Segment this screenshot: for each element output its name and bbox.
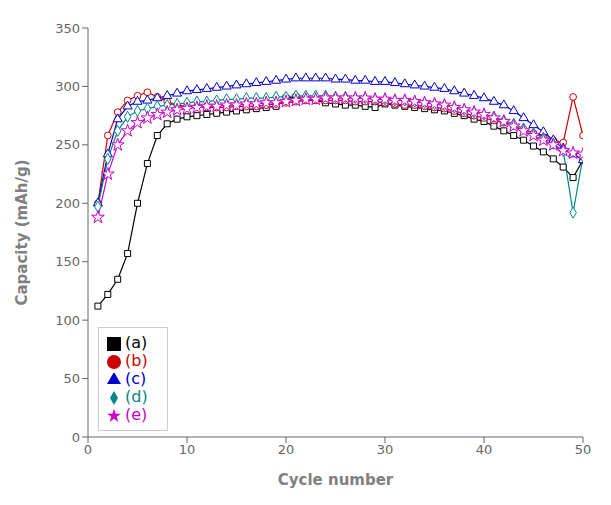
svg-text:0: 0 (72, 430, 80, 445)
svg-text:300: 300 (55, 79, 80, 94)
svg-text:150: 150 (55, 254, 80, 269)
svg-text:350: 350 (55, 21, 80, 36)
svg-text:0: 0 (84, 442, 92, 457)
svg-text:Capacity (mAh/g): Capacity (mAh/g) (13, 159, 31, 305)
html-text:(a): (a) (125, 333, 148, 352)
svg-text:20: 20 (278, 442, 295, 457)
svg-text:30: 30 (377, 442, 394, 457)
svg-text:Cycle number: Cycle number (278, 471, 394, 489)
svg-text:10: 10 (179, 442, 196, 457)
svg-text:100: 100 (55, 313, 80, 328)
svg-text:200: 200 (55, 196, 80, 211)
html-text:(d): (d) (125, 387, 148, 406)
svg-text:50: 50 (575, 442, 592, 457)
svg-text:40: 40 (476, 442, 493, 457)
html-text:(e): (e) (125, 405, 148, 424)
svg-text:250: 250 (55, 137, 80, 152)
html-text:(c): (c) (125, 369, 147, 388)
svg-text:50: 50 (63, 371, 80, 386)
html-text:(b): (b) (125, 351, 148, 370)
